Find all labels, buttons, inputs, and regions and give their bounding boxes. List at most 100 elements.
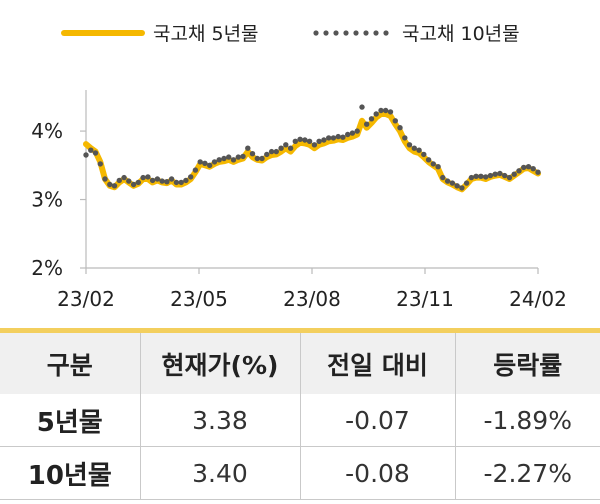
- data-point: [497, 170, 503, 177]
- legend-dot: [323, 30, 329, 36]
- y-tick-label: 3%: [31, 188, 63, 212]
- data-point: [221, 155, 227, 162]
- row-label: 5년물: [0, 394, 141, 447]
- cell-rate: -2.27%: [455, 446, 600, 500]
- data-point: [463, 180, 470, 186]
- data-point: [135, 179, 141, 186]
- data-point: [373, 111, 379, 117]
- cell-price: 3.38: [140, 394, 301, 447]
- data-point: [406, 142, 413, 148]
- data-point: [302, 137, 308, 143]
- data-point: [364, 121, 370, 127]
- header-category: 구분: [0, 333, 141, 394]
- data-point: [525, 164, 532, 170]
- data-point: [425, 157, 432, 163]
- data-point: [202, 160, 208, 166]
- data-point: [378, 107, 384, 114]
- data-point: [506, 174, 513, 181]
- data-point: [402, 135, 408, 141]
- data-point: [249, 151, 256, 157]
- data-point: [311, 142, 318, 148]
- legend-swatch-10y: [313, 30, 389, 36]
- data-point: [444, 178, 451, 184]
- data-point: [264, 151, 270, 158]
- data-point: [297, 136, 303, 142]
- legend-dot: [313, 30, 319, 36]
- data-point: [230, 157, 237, 163]
- y-tick-label: 2%: [31, 256, 63, 280]
- data-point: [454, 183, 460, 189]
- data-point: [116, 177, 123, 184]
- data-point: [349, 130, 356, 136]
- data-point: [183, 177, 189, 184]
- quote-table: 구분 현재가(%) 전일 대비 등락률 5년물 3.38 -0.07 -1.89…: [0, 333, 600, 500]
- legend-dot: [373, 30, 379, 36]
- data-point: [140, 174, 146, 181]
- data-point: [411, 145, 417, 151]
- table-row: 5년물 3.38 -0.07 -1.89%: [0, 394, 600, 447]
- data-point: [383, 107, 389, 114]
- data-point: [149, 177, 156, 184]
- data-point: [435, 164, 441, 170]
- plot-area: 4% 3% 2% 23/02 23/05 23/08 23/11 24/02: [31, 90, 567, 311]
- data-point: [245, 145, 251, 151]
- data-point: [316, 138, 322, 144]
- header-price: 현재가(%): [140, 333, 301, 394]
- data-point: [216, 157, 222, 163]
- data-point: [421, 151, 427, 158]
- data-point: [178, 179, 184, 186]
- legend-dot: [333, 30, 339, 36]
- legend-dot: [353, 30, 359, 36]
- data-point: [392, 118, 398, 124]
- data-point: [387, 109, 394, 115]
- data-point: [88, 147, 94, 153]
- cell-change: -0.07: [300, 394, 456, 447]
- cell-rate: -1.89%: [455, 394, 600, 447]
- data-point: [97, 161, 104, 167]
- data-point: [235, 154, 241, 160]
- x-tick-label: 23/05: [170, 287, 228, 311]
- series-points-10y: [83, 104, 541, 191]
- data-point: [345, 131, 351, 138]
- x-tick-label: 23/02: [57, 287, 115, 311]
- data-point: [240, 153, 246, 160]
- legend-dot: [383, 30, 389, 36]
- data-point: [487, 172, 494, 179]
- data-point: [92, 150, 99, 156]
- data-point: [254, 155, 260, 162]
- data-point: [340, 134, 346, 140]
- legend-dot: [363, 30, 369, 36]
- legend-dot: [343, 30, 349, 36]
- data-point: [416, 147, 422, 153]
- data-point: [440, 174, 446, 181]
- data-point: [145, 174, 151, 180]
- data-point: [521, 164, 527, 171]
- data-point: [107, 181, 113, 188]
- legend: 국고채 5년물 국고채 10년물: [61, 23, 520, 45]
- data-point: [197, 159, 203, 165]
- data-point: [226, 154, 232, 160]
- x-tick-label: 23/11: [396, 287, 454, 311]
- data-point: [430, 161, 436, 167]
- data-point: [164, 179, 170, 185]
- cell-change: -0.08: [300, 446, 456, 500]
- data-point: [278, 145, 284, 151]
- legend-label-5y: 국고채 5년물: [153, 23, 259, 45]
- data-point: [478, 173, 484, 179]
- data-point: [483, 174, 489, 180]
- data-point: [168, 176, 175, 182]
- data-point: [211, 159, 218, 165]
- data-point: [468, 174, 475, 181]
- header-rate: 등락률: [455, 333, 600, 394]
- data-point: [283, 142, 289, 148]
- data-point: [516, 168, 522, 174]
- quote-table-section: 구분 현재가(%) 전일 대비 등락률 5년물 3.38 -0.07 -1.89…: [0, 328, 600, 500]
- data-point: [502, 172, 508, 179]
- data-point: [154, 176, 161, 182]
- data-point: [473, 173, 479, 179]
- data-point: [188, 174, 194, 180]
- data-point: [111, 183, 118, 189]
- data-point: [459, 185, 465, 191]
- cell-price: 3.40: [140, 446, 301, 500]
- data-point: [130, 181, 137, 188]
